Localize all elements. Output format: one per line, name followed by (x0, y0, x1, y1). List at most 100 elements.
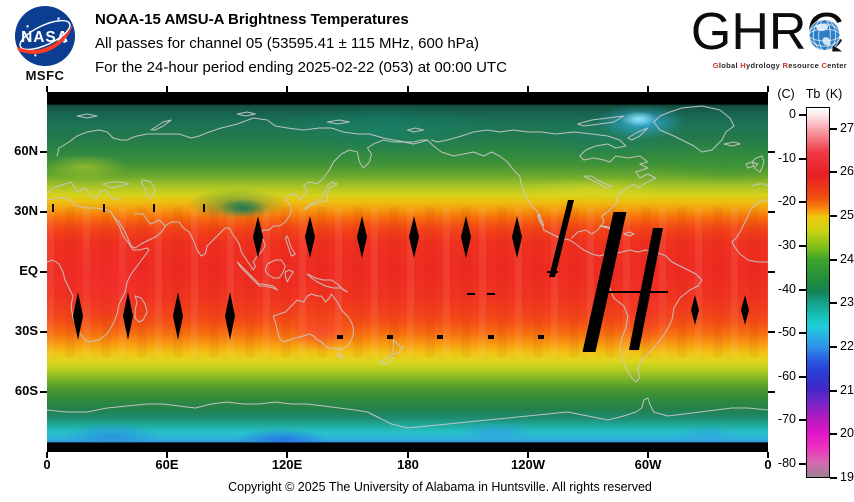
colorbar-tick-kelvin (830, 477, 837, 479)
plot-title: NOAA-15 AMSU-A Brightness Temperatures (95, 11, 409, 28)
ghrc-globe-icon (808, 18, 843, 52)
y-axis-tick-left (40, 211, 47, 213)
y-axis-tick-left (40, 271, 47, 273)
coastline (583, 175, 613, 189)
map-overlay-svg (47, 92, 768, 452)
polar-no-data-band-north (47, 92, 768, 104)
x-axis-label: 120E (271, 457, 303, 472)
data-gap-diamond (409, 216, 419, 258)
coastline (431, 129, 657, 239)
data-gap-dash (203, 204, 205, 212)
ghrc-tagline-rest: enter (827, 61, 847, 70)
colorbar-gradient-bar (806, 107, 830, 478)
data-gap-dash (488, 335, 494, 339)
y-axis-tick-right (768, 391, 775, 393)
colorbar-label-kelvin: 220 (840, 339, 854, 353)
coastline (577, 115, 625, 127)
ghrc-tagline-initial: R (782, 61, 789, 70)
y-axis-tick-right (768, 271, 775, 273)
data-gap-diamond (691, 295, 699, 325)
coastline (745, 161, 755, 169)
colorbar-label-kelvin: 250 (840, 208, 854, 222)
colorbar-tick-kelvin (830, 433, 837, 435)
coastline (134, 295, 148, 323)
data-gap-dash (387, 335, 393, 339)
data-gap-dash (547, 271, 558, 273)
svg-text:NASA: NASA (21, 29, 69, 46)
coastline (284, 269, 294, 283)
polar-no-data-band-south (47, 442, 768, 452)
x-axis-label: 180 (397, 457, 419, 472)
y-axis-label: 30N (14, 203, 38, 218)
coastline (427, 139, 611, 257)
title-block: NOAA-15 AMSU-A Brightness Temperatures A… (95, 8, 507, 80)
nasa-msfc-caption: MSFC (25, 68, 65, 83)
x-axis-label: 0 (43, 457, 51, 472)
x-axis-tick-bottom (166, 452, 168, 458)
copyright-text: Copyright © 2025 The University of Alaba… (228, 480, 652, 494)
colorbar-label-kelvin: 210 (840, 383, 854, 397)
data-gap-diamond (123, 292, 133, 340)
data-gap-diamond (225, 292, 235, 340)
ghrc-tagline-initial: C (821, 61, 828, 70)
plot-subtitle-period: For the 24-hour period ending 2025-02-22… (95, 59, 507, 76)
data-gap-dash (467, 293, 475, 295)
colorbar-tick-kelvin (830, 128, 837, 130)
y-axis-tick-left (40, 151, 47, 153)
x-axis-tick-bottom (286, 452, 288, 458)
coastline (47, 197, 150, 343)
nasa-logo: NASA MSFC (12, 5, 78, 83)
data-gap-dash (337, 335, 343, 339)
coastline (272, 293, 354, 351)
coastline (391, 339, 404, 355)
colorbar-label-kelvin: 200 (840, 426, 854, 440)
data-gap-dash (153, 204, 155, 212)
ghrc-tagline-initial: G (712, 61, 719, 70)
x-axis-tick-bottom (647, 452, 649, 458)
y-axis-label: EQ (19, 263, 38, 278)
data-gap-diamond (253, 216, 263, 258)
coastline (140, 179, 156, 199)
x-axis-tick-bottom (527, 452, 529, 458)
colorbar-quantity-label: Tb (805, 87, 821, 101)
colorbar-unit-kelvin: (K) (825, 87, 843, 101)
data-gap-diamond (305, 216, 315, 258)
coastline (56, 117, 428, 157)
colorbar-label-kelvin: 260 (840, 164, 854, 178)
colorbar-tick-celsius (799, 376, 806, 378)
colorbar-label-kelvin: 270 (840, 121, 854, 135)
data-gap-diamond (461, 216, 471, 258)
coastline (379, 355, 394, 365)
data-gap-dash (597, 291, 668, 293)
y-axis-label: 60N (14, 143, 38, 158)
data-gap-diamond (512, 216, 522, 258)
colorbar-tick-kelvin (830, 259, 837, 261)
colorbar-tick-kelvin (830, 346, 837, 348)
y-axis-tick-left (40, 331, 47, 333)
coastline (731, 199, 768, 263)
colorbar-label-kelvin: 190 (840, 470, 854, 484)
colorbar-tick-kelvin (830, 302, 837, 304)
coastline (47, 181, 120, 201)
coastline (326, 119, 350, 125)
coastline (264, 259, 286, 279)
coastline (236, 261, 278, 291)
colorbar-tick-kelvin (830, 390, 837, 392)
colorbar-label-celsius: -80 (777, 456, 796, 470)
colorbar-unit-celsius: (C) (777, 87, 795, 101)
coastline (751, 155, 765, 173)
data-gap-dash (437, 335, 443, 339)
colorbar-tick-celsius (799, 289, 806, 291)
data-gap-streak (549, 200, 574, 277)
nasa-insignia-icon: NASA (14, 5, 76, 67)
coastline (723, 141, 741, 147)
ghrc-tagline: Global Hydrology Resource Center (713, 61, 847, 70)
data-gap-dash (538, 335, 544, 339)
x-axis-label: 120W (511, 457, 545, 472)
x-axis-tick-bottom (407, 452, 409, 458)
colorbar-tick-kelvin (830, 171, 837, 173)
data-gap-streak (582, 212, 627, 352)
data-gap-streak (629, 228, 663, 350)
colorbar-tick-celsius (799, 419, 806, 421)
x-axis-tick-bottom (767, 452, 769, 458)
